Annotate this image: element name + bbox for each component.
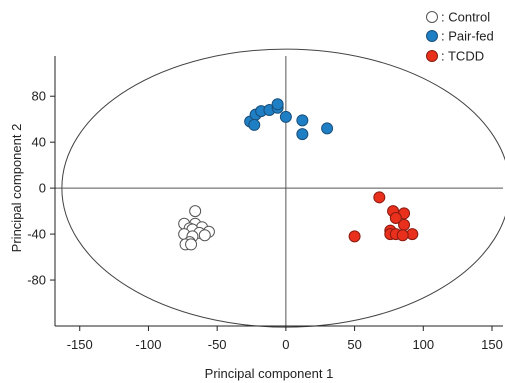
y-axis-title: Principal component 2 bbox=[9, 124, 24, 253]
point-control bbox=[189, 205, 202, 218]
point-tcdd bbox=[396, 229, 409, 242]
legend-label-control: : Control bbox=[441, 10, 490, 25]
data-points bbox=[178, 98, 419, 251]
x-tick-label: -100 bbox=[135, 337, 161, 352]
y-axis-ticks: 80 40 0 -40 -80 bbox=[27, 89, 55, 288]
y-tick-label: -40 bbox=[27, 227, 46, 242]
point-pair-fed bbox=[248, 118, 261, 131]
legend-label-tcdd: : TCDD bbox=[441, 49, 484, 64]
legend-label-pair-fed: : Pair-fed bbox=[441, 29, 494, 44]
x-tick-label: 150 bbox=[481, 337, 503, 352]
point-pair-fed bbox=[321, 122, 334, 135]
legend-marker-tcdd bbox=[426, 50, 438, 62]
x-tick-label: 50 bbox=[347, 337, 361, 352]
point-pair-fed bbox=[296, 128, 309, 141]
legend-marker-control bbox=[426, 11, 438, 23]
y-tick-label: 40 bbox=[32, 135, 46, 150]
legend: : Control : Pair-fed : TCDD bbox=[426, 10, 494, 64]
point-tcdd bbox=[389, 212, 402, 224]
y-tick-label: 0 bbox=[39, 181, 46, 196]
x-axis-title: Principal component 1 bbox=[205, 366, 334, 381]
plot-area: -150 -100 -50 0 50 100 150 80 40 0 -40 -80 bbox=[27, 48, 505, 352]
x-tick-label: -150 bbox=[67, 337, 93, 352]
point-tcdd bbox=[348, 230, 361, 243]
point-pair-fed bbox=[296, 114, 309, 127]
x-tick-label: 0 bbox=[282, 337, 289, 352]
point-pair-fed bbox=[271, 98, 284, 111]
x-tick-label: 100 bbox=[412, 337, 434, 352]
legend-item-control: : Control bbox=[426, 10, 490, 25]
y-tick-label: 80 bbox=[32, 89, 46, 104]
x-tick-label: -50 bbox=[208, 337, 227, 352]
y-tick-label: -80 bbox=[27, 273, 46, 288]
point-control bbox=[185, 238, 198, 251]
legend-item-tcdd: : TCDD bbox=[426, 49, 484, 64]
legend-marker-pair-fed bbox=[426, 30, 438, 42]
legend-item-pair-fed: : Pair-fed bbox=[426, 29, 494, 44]
point-tcdd bbox=[398, 218, 411, 231]
point-tcdd bbox=[373, 191, 386, 204]
point-control bbox=[198, 229, 211, 242]
x-axis-ticks: -150 -100 -50 0 50 100 150 bbox=[67, 326, 503, 352]
point-pair-fed bbox=[279, 110, 292, 123]
